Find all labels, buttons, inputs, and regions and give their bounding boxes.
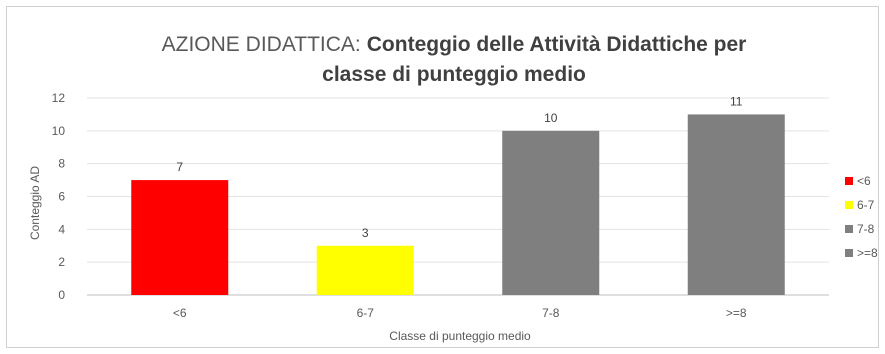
legend-swatch bbox=[845, 249, 853, 257]
legend-swatch bbox=[845, 177, 853, 185]
data-label: 7 bbox=[176, 160, 183, 174]
y-tick-label: 10 bbox=[52, 124, 66, 138]
bars: 7 3 10 11 bbox=[131, 94, 785, 296]
legend-swatch bbox=[845, 201, 853, 209]
x-tick-label: 7-8 bbox=[542, 306, 560, 320]
data-label: 11 bbox=[730, 94, 743, 108]
x-tick-label: >=8 bbox=[726, 306, 747, 320]
x-axis-label: Classe di punteggio medio bbox=[389, 329, 531, 343]
bar-chart: AZIONE DIDATTICA: Conteggio delle Attivit… bbox=[28, 33, 878, 343]
bar-4 bbox=[687, 114, 785, 296]
y-axis-label: Conteggio AD bbox=[28, 166, 42, 240]
y-tick-label: 2 bbox=[58, 255, 65, 269]
legend: <6 6-7 7-8 >=8 bbox=[845, 174, 878, 260]
chart-title-line-1: AZIONE DIDATTICA: Conteggio delle Attivit… bbox=[162, 33, 747, 56]
y-tick-label: 8 bbox=[58, 157, 65, 171]
legend-label: >=8 bbox=[857, 246, 878, 260]
x-tick-label: 6-7 bbox=[357, 306, 375, 320]
y-tick-label: 6 bbox=[58, 190, 65, 204]
y-tick-label: 4 bbox=[58, 222, 65, 236]
x-tick-label: <6 bbox=[173, 306, 187, 320]
bar-3 bbox=[502, 130, 600, 295]
bar-1 bbox=[131, 180, 229, 295]
chart-title: AZIONE DIDATTICA: Conteggio delle Attivit… bbox=[162, 33, 747, 86]
chart-frame: AZIONE DIDATTICA: Conteggio delle Attivit… bbox=[6, 6, 879, 348]
legend-label: 6-7 bbox=[857, 198, 875, 212]
chart-title-prefix: AZIONE DIDATTICA: bbox=[162, 33, 361, 56]
legend-swatch bbox=[845, 225, 853, 233]
data-label: 3 bbox=[362, 226, 369, 240]
data-label: 10 bbox=[544, 111, 558, 125]
y-tick-label: 12 bbox=[52, 91, 66, 105]
x-axis-ticks: <6 6-7 7-8 >=8 bbox=[173, 306, 747, 320]
legend-label: <6 bbox=[857, 174, 871, 188]
legend-label: 7-8 bbox=[857, 222, 875, 236]
bar-2 bbox=[316, 245, 414, 295]
chart-title-line-2: classe di punteggio medio bbox=[322, 63, 586, 86]
chart-title-main-1: Conteggio delle Attività Didattiche per bbox=[367, 33, 747, 56]
y-axis-ticks: 0 2 4 6 8 10 12 bbox=[52, 91, 66, 302]
y-tick-label: 0 bbox=[58, 288, 65, 302]
